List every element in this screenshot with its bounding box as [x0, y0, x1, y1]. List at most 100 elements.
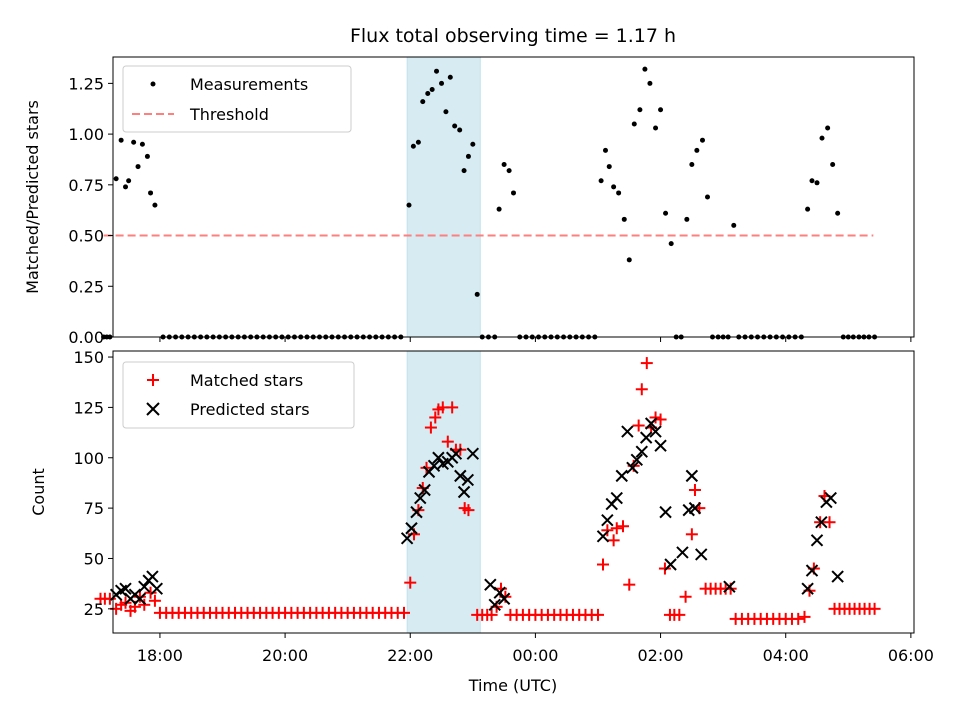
counts-panel: 25 50 75 100 125 150 18:00 20:00 22:00 00:00 02:0… [29, 348, 934, 695]
predicted-stars-point [831, 570, 844, 583]
measurement-point [113, 176, 119, 182]
measurement-point [663, 210, 669, 216]
y-tick-label: 75 [84, 499, 104, 518]
predicted-stars-point [457, 485, 471, 499]
predicted-stars-point [723, 580, 736, 593]
matched-stars-point [658, 562, 671, 575]
predicted-stars-point [630, 453, 643, 466]
matched-stars-point [868, 602, 881, 615]
predicted-stars-point [688, 501, 702, 515]
measurement-point [621, 216, 627, 222]
matched-stars-point [601, 524, 614, 537]
chart-title: Flux total observing time = 1.17 h [350, 25, 676, 47]
predicted-stars-point [644, 417, 658, 430]
predicted-stars-point [449, 447, 463, 460]
matched-stars-point [685, 528, 698, 541]
predicted-stars-point [635, 445, 648, 458]
predicted-stars-point [824, 491, 837, 505]
measurement-point [805, 206, 811, 212]
matched-stars-point [429, 411, 442, 424]
measurement-point [429, 86, 435, 92]
measurement-point [835, 210, 841, 216]
predicted-stars-point [639, 431, 653, 444]
legend-threshold-label: Threshold [189, 105, 269, 124]
measurement-point [425, 91, 431, 97]
predicted-stars-point [695, 548, 708, 561]
measurement-point [814, 180, 820, 186]
y-tick-label: 0.00 [68, 328, 104, 347]
predicted-stars-point [615, 469, 628, 483]
matched-stars-point [103, 592, 116, 605]
legend-measurements-marker [150, 81, 156, 87]
bottom-axes-frame [112, 350, 915, 634]
predicted-stars-point [454, 469, 467, 483]
top-y-axis-label: Matched/Predicted stars [23, 100, 42, 294]
measurement-point [511, 190, 516, 196]
measurements-panel: Flux total observing time = 1.17 h 0.00 0… [23, 25, 915, 347]
measurement-point [647, 80, 653, 86]
y-tick-label: 1.00 [68, 125, 104, 144]
top-axes-frame [112, 56, 915, 338]
measurement-point [420, 99, 426, 105]
predicted-stars-point [133, 592, 147, 605]
measurement-point [830, 162, 836, 168]
measurement-point [406, 202, 412, 208]
matched-stars-point [607, 534, 620, 547]
predicted-stars-point [810, 534, 824, 547]
measurement-point [415, 139, 421, 145]
matched-stars-point [397, 606, 410, 619]
y-tick-label: 150 [73, 348, 104, 367]
measurement-point [461, 168, 467, 174]
measurement-point [825, 125, 831, 131]
measurement-point [598, 178, 604, 184]
predicted-stars-point [461, 473, 475, 487]
measurement-point [118, 137, 124, 143]
measurement-point [684, 216, 690, 222]
bottom-legend-box [122, 361, 355, 429]
predicted-stars-point [150, 582, 164, 595]
measurement-point [152, 202, 158, 208]
predicted-stars-point [685, 469, 699, 483]
predicted-stars-point [414, 491, 427, 505]
matched-stars-point [144, 586, 157, 599]
predicted-stars-point [626, 461, 639, 475]
measurement-point [704, 194, 710, 200]
matched-stars-point [649, 411, 662, 424]
measurement-point [694, 147, 700, 153]
bottom-y-axis-label: Count [29, 468, 48, 516]
predicted-stars-point [664, 558, 677, 571]
matched-stars-point [441, 435, 454, 448]
predicted-stars-point [405, 522, 418, 535]
measurement-point [457, 127, 463, 133]
legend-measurements-label: Measurements [190, 75, 308, 94]
legend-predicted-label: Predicted stars [190, 400, 310, 419]
matched-stars-point [462, 504, 475, 517]
matched-stars-point [610, 522, 623, 535]
predicted-stars-point [497, 592, 511, 605]
predicted-stars-point [119, 582, 132, 595]
measurement-point [602, 147, 608, 153]
matched-stars-point [640, 357, 653, 370]
predicted-stars-point [493, 586, 506, 599]
measurement-point [410, 143, 416, 149]
measurement-point [439, 80, 445, 86]
measurement-point [501, 162, 507, 168]
matched-stars-point [404, 576, 417, 589]
measurement-point [148, 190, 154, 196]
matched-stars-point [591, 608, 604, 621]
matched-stars-point [596, 558, 609, 571]
y-tick-label: 0.25 [68, 277, 104, 296]
predicted-stars-point [596, 530, 610, 543]
measurement-point [606, 164, 612, 170]
measurement-point [443, 109, 449, 115]
predicted-stars-point [801, 582, 814, 595]
predicted-stars-point [488, 598, 501, 612]
matched-stars-point [798, 610, 811, 623]
matched-stars-point [420, 461, 433, 474]
measurement-point [465, 153, 471, 159]
legend-matched-label: Matched stars [190, 371, 303, 390]
matched-stars-point [632, 419, 645, 432]
x-tick-label: 20:00 [262, 646, 308, 665]
matched-stars-point [792, 612, 805, 625]
